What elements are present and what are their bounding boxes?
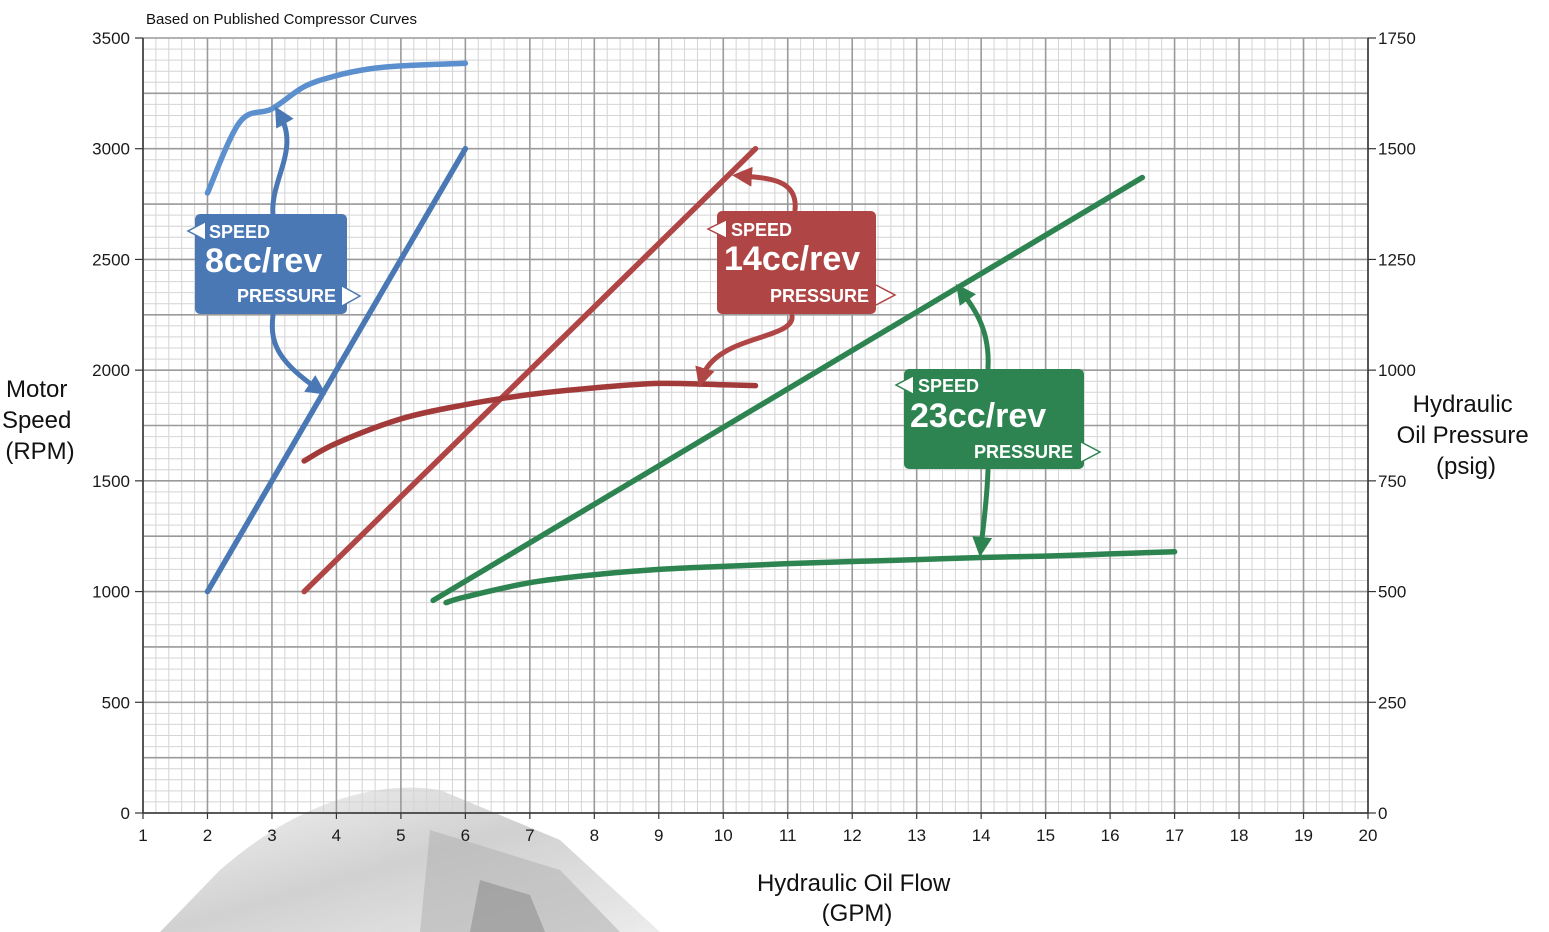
x-tick-label: 2 xyxy=(203,826,212,845)
x-tick-label: 16 xyxy=(1101,826,1120,845)
left-axis-title-line-2: Speed xyxy=(2,407,71,434)
x-tick-label: 13 xyxy=(907,826,926,845)
x-tick-label: 14 xyxy=(972,826,991,845)
left-tick-label: 2500 xyxy=(92,250,130,269)
x-tick-label: 17 xyxy=(1165,826,1184,845)
right-tick-label: 1500 xyxy=(1378,140,1416,159)
x-tick-label: 18 xyxy=(1230,826,1249,845)
x-tick-label: 3 xyxy=(267,826,276,845)
right-tick-label: 1750 xyxy=(1378,29,1416,48)
annotation-14cc-pressure: PRESSURE xyxy=(770,286,869,306)
x-tick-label: 4 xyxy=(332,826,341,845)
major-gridlines xyxy=(142,37,1369,814)
red-speed-arrow xyxy=(732,166,798,213)
series-line-5 xyxy=(443,548,1178,606)
left-tick-label: 500 xyxy=(102,693,130,712)
pressure-pointer-icon xyxy=(875,284,897,306)
annotation-23cc-title: 23cc/rev xyxy=(910,397,1046,435)
axes xyxy=(142,38,1369,814)
pressure-pointer-icon xyxy=(1080,441,1102,463)
left-axis-title: Motor Speed (RPM) xyxy=(2,376,78,465)
left-tick-label: 1500 xyxy=(92,472,130,491)
annotation-23cc: SPEED 23cc/rev PRESSURE xyxy=(894,369,1102,469)
annotation-arrows xyxy=(269,106,993,557)
speed-pointer-icon xyxy=(186,221,206,241)
left-tick-label: 2000 xyxy=(92,361,130,380)
speed-pointer-icon xyxy=(706,219,727,239)
motor-illustration xyxy=(160,787,660,932)
right-axis-title-line-3: (psig) xyxy=(1436,453,1496,480)
x-tick-label: 7 xyxy=(525,826,534,845)
series-line-2 xyxy=(301,145,759,595)
series-layer xyxy=(204,60,1178,606)
annotation-14cc: SPEED 14cc/rev PRESSURE xyxy=(706,211,897,314)
blue-speed-arrow xyxy=(270,106,294,218)
x-tick-label: 8 xyxy=(590,826,599,845)
right-axis-title-line-1: Hydraulic xyxy=(1413,391,1513,418)
series-line-1 xyxy=(204,60,469,196)
x-tick-label: 6 xyxy=(461,826,470,845)
annotation-8cc-speed: SPEED xyxy=(209,222,270,242)
x-tick-label: 15 xyxy=(1036,826,1055,845)
left-tick-label: 3500 xyxy=(92,29,130,48)
right-tick-label: 500 xyxy=(1378,583,1406,602)
annotation-8cc-box xyxy=(195,214,347,314)
chart-title: Based on Published Compressor Curves xyxy=(146,11,417,28)
annotation-14cc-speed: SPEED xyxy=(731,220,792,240)
x-tick-label: 5 xyxy=(396,826,405,845)
speed-pointer-icon xyxy=(894,375,914,395)
green-speed-arrow xyxy=(956,283,991,371)
annotation-8cc: SPEED 8cc/rev PRESSURE xyxy=(186,214,362,314)
annotation-14cc-box xyxy=(717,211,876,314)
right-tick-label: 1000 xyxy=(1378,361,1416,380)
blue-pressure-arrow xyxy=(269,312,327,395)
left-axis-title-line-1: Motor xyxy=(6,376,67,403)
x-tick-label: 1 xyxy=(138,826,147,845)
annotation-14cc-title: 14cc/rev xyxy=(724,240,860,278)
right-axis-title: Hydraulic Oil Pressure (psig) xyxy=(1397,391,1536,480)
x-axis-title-line-2: (GPM) xyxy=(822,900,893,927)
left-axis-title-line-3: (RPM) xyxy=(5,438,74,465)
green-pressure-arrow xyxy=(972,467,993,557)
tick-labels: 1 2 3 4 5 6 7 8 9 10 11 12 13 14 15 16 17 18 19 20050010001… xyxy=(92,29,1416,845)
x-tick-label: 10 xyxy=(714,826,733,845)
right-axis-title-line-2: Oil Pressure xyxy=(1397,422,1529,449)
x-tick-label: 12 xyxy=(843,826,862,845)
red-pressure-arrow xyxy=(695,313,795,388)
x-tick-label: 20 xyxy=(1359,826,1378,845)
right-tick-label: 250 xyxy=(1378,693,1406,712)
pressure-pointer-icon xyxy=(341,285,362,307)
annotation-23cc-pressure: PRESSURE xyxy=(974,442,1073,462)
annotation-8cc-pressure: PRESSURE xyxy=(237,286,336,306)
annotation-23cc-speed: SPEED xyxy=(918,376,979,396)
x-tick-label: 9 xyxy=(654,826,663,845)
right-tick-label: 0 xyxy=(1378,804,1387,823)
right-tick-label: 1250 xyxy=(1378,250,1416,269)
right-tick-label: 750 xyxy=(1378,472,1406,491)
x-axis-title-line-1: Hydraulic Oil Flow xyxy=(757,870,951,897)
left-tick-label: 1000 xyxy=(92,583,130,602)
series-line-0 xyxy=(204,145,469,595)
x-tick-label: 11 xyxy=(779,826,797,845)
annotation-8cc-title: 8cc/rev xyxy=(205,242,322,280)
x-axis-title: Hydraulic Oil Flow (GPM) xyxy=(757,870,957,927)
series-line-4 xyxy=(430,174,1146,604)
annotation-23cc-box xyxy=(904,369,1084,469)
left-tick-label: 0 xyxy=(121,804,130,823)
x-tick-label: 19 xyxy=(1294,826,1313,845)
left-tick-label: 3000 xyxy=(92,140,130,159)
